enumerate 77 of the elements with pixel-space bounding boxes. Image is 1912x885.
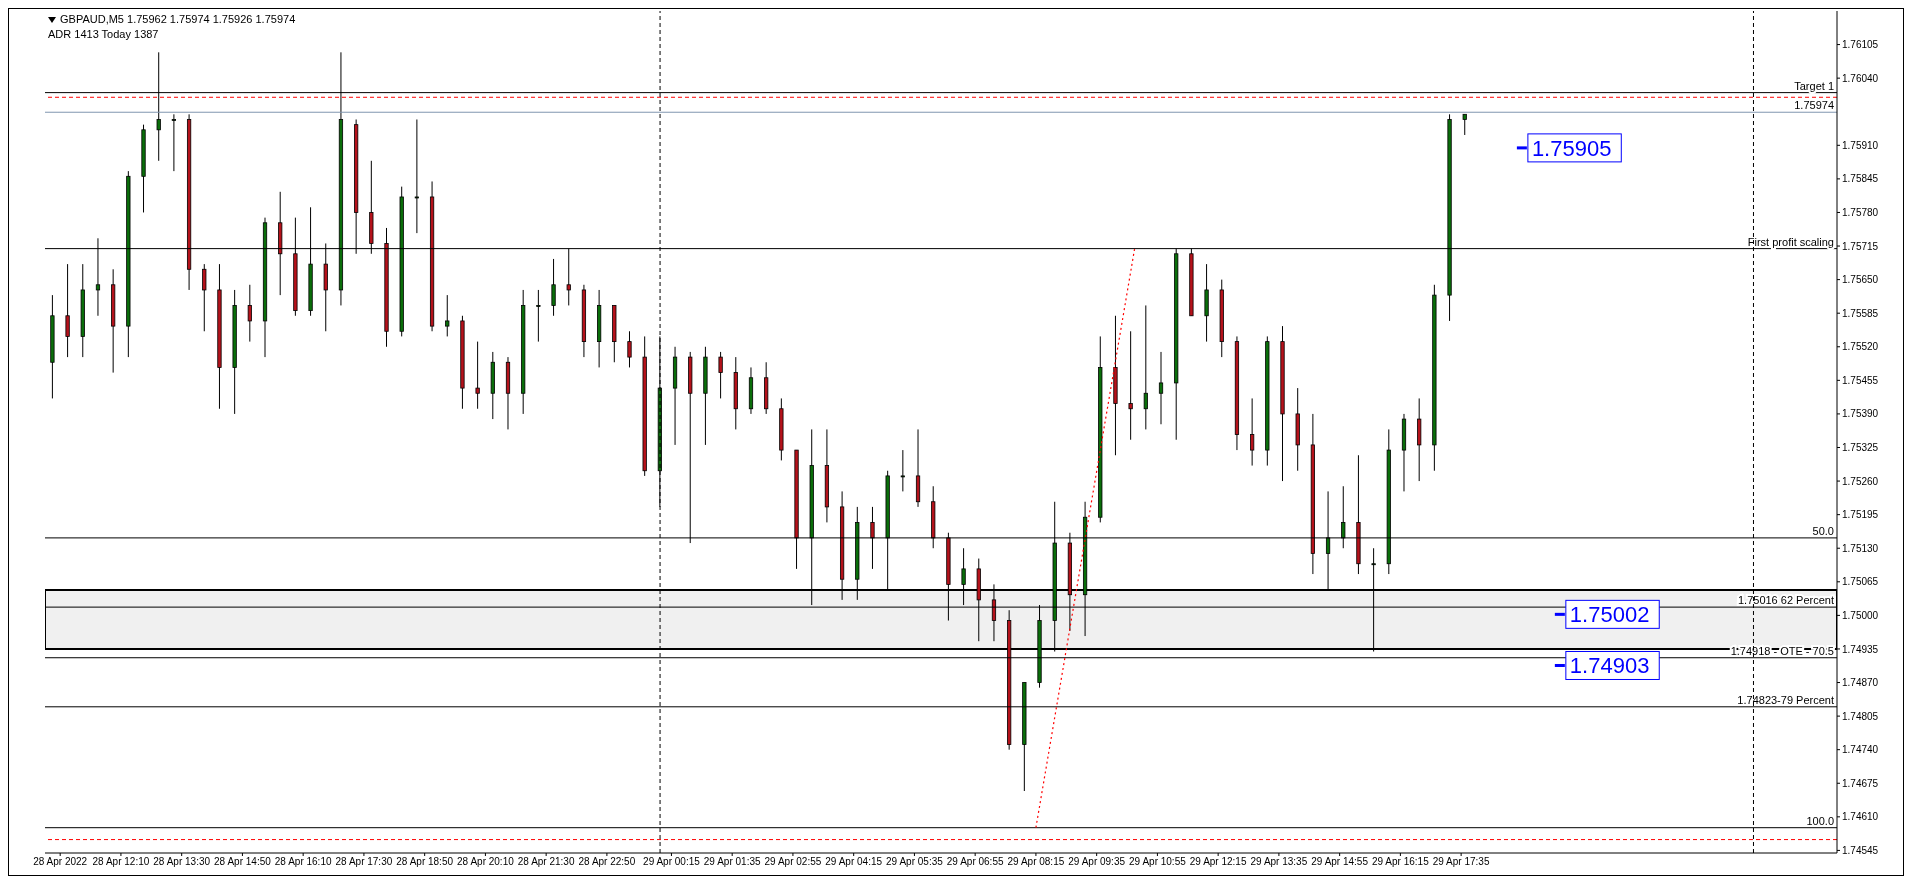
candlestick bbox=[65, 263, 70, 358]
x-tick-label: 28 Apr 13:30 bbox=[153, 856, 211, 868]
x-tick-label: 28 Apr 17:30 bbox=[335, 856, 393, 868]
x-tick-label: 29 Apr 01:35 bbox=[703, 856, 761, 868]
candlestick bbox=[445, 294, 450, 337]
text: ADR 1413 Today 1387 bbox=[48, 27, 160, 42]
candlestick bbox=[900, 449, 905, 492]
y-tick-label: 1.75585 bbox=[1842, 307, 1879, 319]
candlestick bbox=[627, 330, 632, 368]
x-tick-label: 29 Apr 13:35 bbox=[1250, 856, 1308, 868]
y-tick-label: 1.74935 bbox=[1842, 643, 1879, 655]
data-label: 1.75002 bbox=[1569, 602, 1650, 628]
ref-line-label: 1.75974 bbox=[1794, 99, 1834, 112]
x-tick-label: 28 Apr 18:50 bbox=[396, 856, 454, 868]
y-tick-label: 1.75130 bbox=[1842, 542, 1879, 554]
y-tick-label: 1.75000 bbox=[1842, 609, 1879, 621]
y-tick-label: 1.75325 bbox=[1842, 442, 1879, 454]
y-tick-label: 1.75455 bbox=[1842, 374, 1879, 386]
y-tick-label: 1.75195 bbox=[1842, 509, 1879, 521]
candlestick bbox=[1143, 304, 1148, 430]
candlestick bbox=[1250, 397, 1255, 467]
annotation: 50.0 bbox=[1812, 524, 1834, 537]
x-tick-label: 29 Apr 02:55 bbox=[764, 856, 822, 868]
candlestick bbox=[247, 284, 252, 343]
candlestick bbox=[718, 351, 723, 399]
x-tick-label: 28 Apr 22:50 bbox=[578, 856, 636, 868]
y-tick-label: 1.74740 bbox=[1842, 744, 1879, 756]
annotation: 100.0 bbox=[1806, 814, 1834, 827]
y-tick-label: 1.76105 bbox=[1842, 39, 1879, 51]
x-tick-label: 28 Apr 12:10 bbox=[92, 856, 150, 868]
y-tick-label: 1.75910 bbox=[1842, 139, 1879, 151]
y-tick-label: 1.75845 bbox=[1842, 173, 1879, 185]
y-tick-label: 1.75780 bbox=[1842, 207, 1879, 219]
x-tick-label: 29 Apr 14:55 bbox=[1311, 856, 1369, 868]
y-tick-label: 1.76040 bbox=[1842, 72, 1879, 84]
x-tick-label: 29 Apr 04:15 bbox=[825, 856, 883, 868]
x-tick-label: 29 Apr 10:55 bbox=[1129, 856, 1187, 868]
ref-line-label: 1.75016 62 Percent bbox=[1737, 594, 1834, 607]
x-tick-label: 29 Apr 16:15 bbox=[1372, 856, 1430, 868]
ref-line-label: 1.74823-79 Percent bbox=[1737, 693, 1834, 706]
x-tick-label: 29 Apr 09:35 bbox=[1068, 856, 1126, 868]
x-tick-label: 28 Apr 16:10 bbox=[274, 856, 332, 868]
y-tick-label: 1.74675 bbox=[1842, 777, 1879, 789]
y-tick-label: 1.74610 bbox=[1842, 811, 1879, 823]
data-label: 1.75905 bbox=[1531, 135, 1612, 161]
y-tick-label: 1.74545 bbox=[1842, 844, 1879, 856]
candlestick bbox=[202, 263, 207, 332]
y-tick-label: 1.75390 bbox=[1842, 408, 1879, 420]
candlestick bbox=[1462, 113, 1467, 136]
data-label: 1.74903 bbox=[1569, 653, 1650, 679]
y-tick-label: 1.74805 bbox=[1842, 710, 1879, 722]
y-tick-label: 1.75065 bbox=[1842, 576, 1879, 588]
y-tick-label: 1.75260 bbox=[1842, 475, 1879, 487]
x-tick-label: 29 Apr 12:15 bbox=[1189, 856, 1247, 868]
x-tick-label: 28 Apr 20:10 bbox=[457, 856, 515, 868]
y-tick-label: 1.75520 bbox=[1842, 341, 1879, 353]
y-tick-label: 1.75650 bbox=[1842, 274, 1879, 286]
ref-line-label: Target 1 bbox=[1794, 79, 1834, 92]
candlestick bbox=[171, 113, 176, 172]
x-tick-label: 28 Apr 14:50 bbox=[214, 856, 272, 868]
candlestick bbox=[1128, 330, 1133, 441]
candlestick bbox=[551, 258, 556, 317]
x-tick-label: 28 Apr 2022 bbox=[33, 856, 88, 868]
candlestick bbox=[1158, 351, 1164, 425]
y-tick-label: 1.74870 bbox=[1842, 677, 1879, 689]
x-tick-label: 29 Apr 00:15 bbox=[643, 856, 701, 868]
x-tick-label: 29 Apr 17:35 bbox=[1432, 856, 1490, 868]
candlestick bbox=[536, 289, 541, 343]
candlestick bbox=[475, 341, 480, 410]
y-tick-label: 1.75715 bbox=[1842, 240, 1879, 252]
x-tick-label: 29 Apr 05:35 bbox=[886, 856, 944, 868]
chart-title: GBPAUD,M5 1.75962 1.75974 1.75926 1.75974 bbox=[60, 13, 296, 25]
ref-line-label: First profit scaling bbox=[1747, 235, 1834, 248]
x-tick-label: 29 Apr 08:15 bbox=[1007, 856, 1065, 868]
x-tick-label: 28 Apr 21:30 bbox=[517, 856, 575, 868]
candlestick bbox=[414, 118, 419, 234]
x-tick-label: 29 Apr 06:55 bbox=[946, 856, 1004, 868]
